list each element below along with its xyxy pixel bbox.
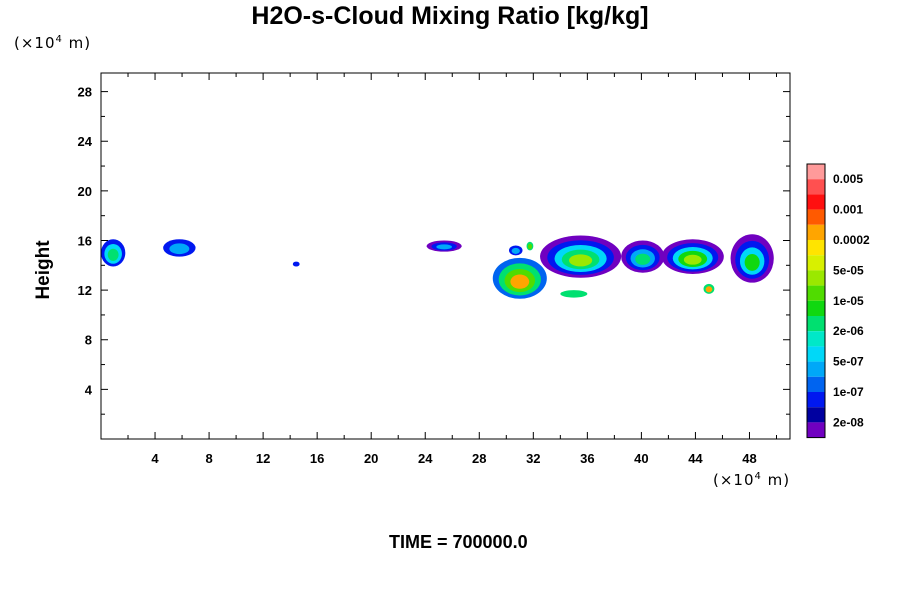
colorbar-swatch: [807, 285, 825, 301]
colorbar-swatch: [807, 179, 825, 195]
contour-region-2-0: [292, 261, 300, 267]
colorbar-label: 5e-07: [833, 355, 864, 369]
colorbar-swatch: [807, 422, 825, 438]
x-unit-label: (×104 m): [713, 471, 791, 489]
x-tick-label: 32: [526, 451, 540, 466]
colorbar-swatch: [807, 270, 825, 286]
contour-region-5-4: [569, 254, 593, 267]
x-tick-label: 48: [742, 451, 756, 466]
contour-fields: [101, 234, 774, 299]
colorbar-swatch: [807, 209, 825, 225]
contour-region-7-4: [683, 254, 702, 265]
x-tick-label: 8: [205, 451, 212, 466]
colorbar-swatch: [807, 346, 825, 362]
contour-region-12-1: [527, 243, 533, 250]
contour-region-0-2: [107, 248, 119, 261]
colorbar-label: 0.001: [833, 203, 863, 217]
colorbar-swatch: [807, 392, 825, 408]
colorbar-swatch: [807, 224, 825, 240]
contour-region-9-1: [705, 286, 713, 293]
contour-region-1-1: [169, 243, 190, 255]
contour-region-3-2: [436, 244, 452, 250]
y-unit-label: (×104 m): [14, 34, 92, 52]
contour-region-8-3: [744, 254, 760, 271]
colorbar-swatch: [807, 194, 825, 210]
x-tick-label: 40: [634, 451, 648, 466]
colorbar-label: 1e-05: [833, 294, 864, 308]
y-tick-label: 20: [78, 184, 92, 199]
time-label: TIME = 700000.0: [389, 532, 528, 552]
x-tick-label: 36: [580, 451, 594, 466]
contour-region-6-3: [635, 253, 651, 265]
colorbar-label: 2e-06: [833, 324, 864, 338]
colorbar-swatch: [807, 164, 825, 180]
colorbar-swatch: [807, 361, 825, 377]
x-tick-label: 44: [688, 451, 703, 466]
y-tick-label: 16: [78, 233, 92, 248]
x-tick-label: 4: [151, 451, 159, 466]
colorbar-swatch: [807, 240, 825, 256]
colorbar-swatch: [807, 316, 825, 332]
colorbar-swatch: [807, 331, 825, 347]
contour-region-10-0: [560, 290, 588, 298]
colorbar-swatch: [807, 407, 825, 423]
colorbar-frame: [806, 163, 826, 439]
x-tick-label: 12: [256, 451, 270, 466]
x-tick-label: 16: [310, 451, 324, 466]
colorbar-label: 1e-07: [833, 385, 864, 399]
contour-region-4-3: [510, 274, 530, 289]
y-tick-label: 4: [85, 382, 93, 397]
colorbar-swatch: [807, 376, 825, 392]
x-tick-label: 20: [364, 451, 378, 466]
y-tick-label: 28: [78, 85, 92, 100]
y-tick-label: 24: [78, 134, 93, 149]
colorbar-label: 0.005: [833, 172, 863, 186]
colorbar-swatch: [807, 300, 825, 316]
contour-region-11-1: [511, 247, 520, 254]
chart-title: H2O-s-Cloud Mixing Ratio [kg/kg]: [251, 2, 649, 30]
colorbar-swatch: [807, 255, 825, 271]
y-tick-label: 8: [85, 333, 92, 348]
colorbar: 0.005 0.001 0.0002 5e-05 1e-05 2e-06 5e-07 1e-0…: [806, 163, 870, 439]
y-tick-label: 12: [78, 283, 92, 298]
x-tick-label: 28: [472, 451, 486, 466]
colorbar-label: 5e-05: [833, 263, 864, 277]
colorbar-label: 0.0002: [833, 233, 870, 247]
plot-frame: [100, 72, 791, 440]
colorbar-label: 2e-08: [833, 415, 864, 429]
x-tick-label: 24: [418, 451, 433, 466]
